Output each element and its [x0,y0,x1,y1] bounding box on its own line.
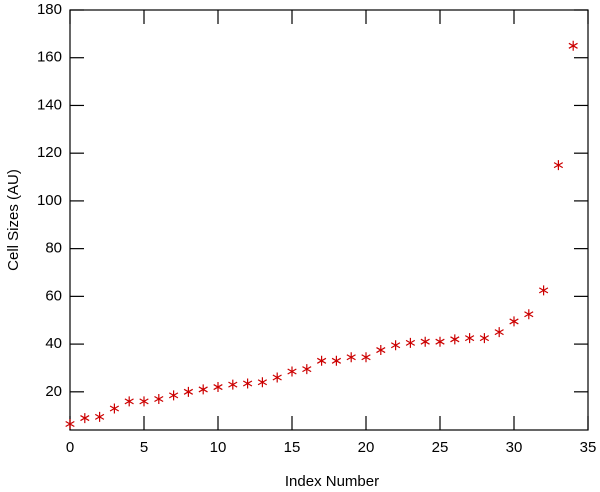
point [257,377,268,388]
x-tick-label: 0 [66,439,74,456]
x-tick-label: 35 [580,439,597,456]
y-tick-label: 140 [37,96,62,113]
point [65,419,75,430]
x-tick-label: 20 [358,439,375,456]
point [346,352,356,363]
point [316,355,327,366]
x-tick-label: 10 [210,439,227,456]
y-tick-label: 180 [37,1,62,18]
point [124,396,134,407]
y-tick-label: 100 [37,192,62,209]
point [405,337,416,348]
x-tick-label: 5 [140,439,148,456]
point [183,386,194,397]
point [80,413,90,424]
plot-frame [69,9,589,431]
x-tick-label: 15 [284,439,301,456]
point [94,411,105,422]
point [479,333,490,344]
point [464,333,475,344]
point [198,384,208,395]
x-tick-label: 25 [432,439,449,456]
y-tick-label: 160 [37,49,62,66]
point [538,285,549,296]
point [376,345,386,356]
y-tick-label: 60 [45,287,62,304]
point [331,355,342,366]
point [390,340,401,351]
point [139,396,149,407]
point [242,378,253,389]
point [228,379,238,390]
point [524,309,534,320]
point [553,160,564,171]
point [450,334,460,345]
y-tick-label: 120 [37,144,62,161]
point [361,352,371,363]
point [287,366,297,377]
point [154,393,164,404]
y-tick-label: 20 [45,383,62,400]
point [213,382,223,393]
point [420,336,430,347]
y-tick-label: 40 [45,335,62,352]
point [168,390,179,401]
x-tick-label: 30 [506,439,523,456]
point [302,364,312,375]
y-axis-label: Cell Sizes (AU) [5,169,22,271]
point [568,40,578,51]
x-axis-label: Index Number [285,473,379,490]
point [435,336,445,347]
point [272,372,282,383]
point [109,403,120,414]
y-tick-label: 80 [45,240,62,257]
point [509,316,519,327]
point [494,327,504,338]
